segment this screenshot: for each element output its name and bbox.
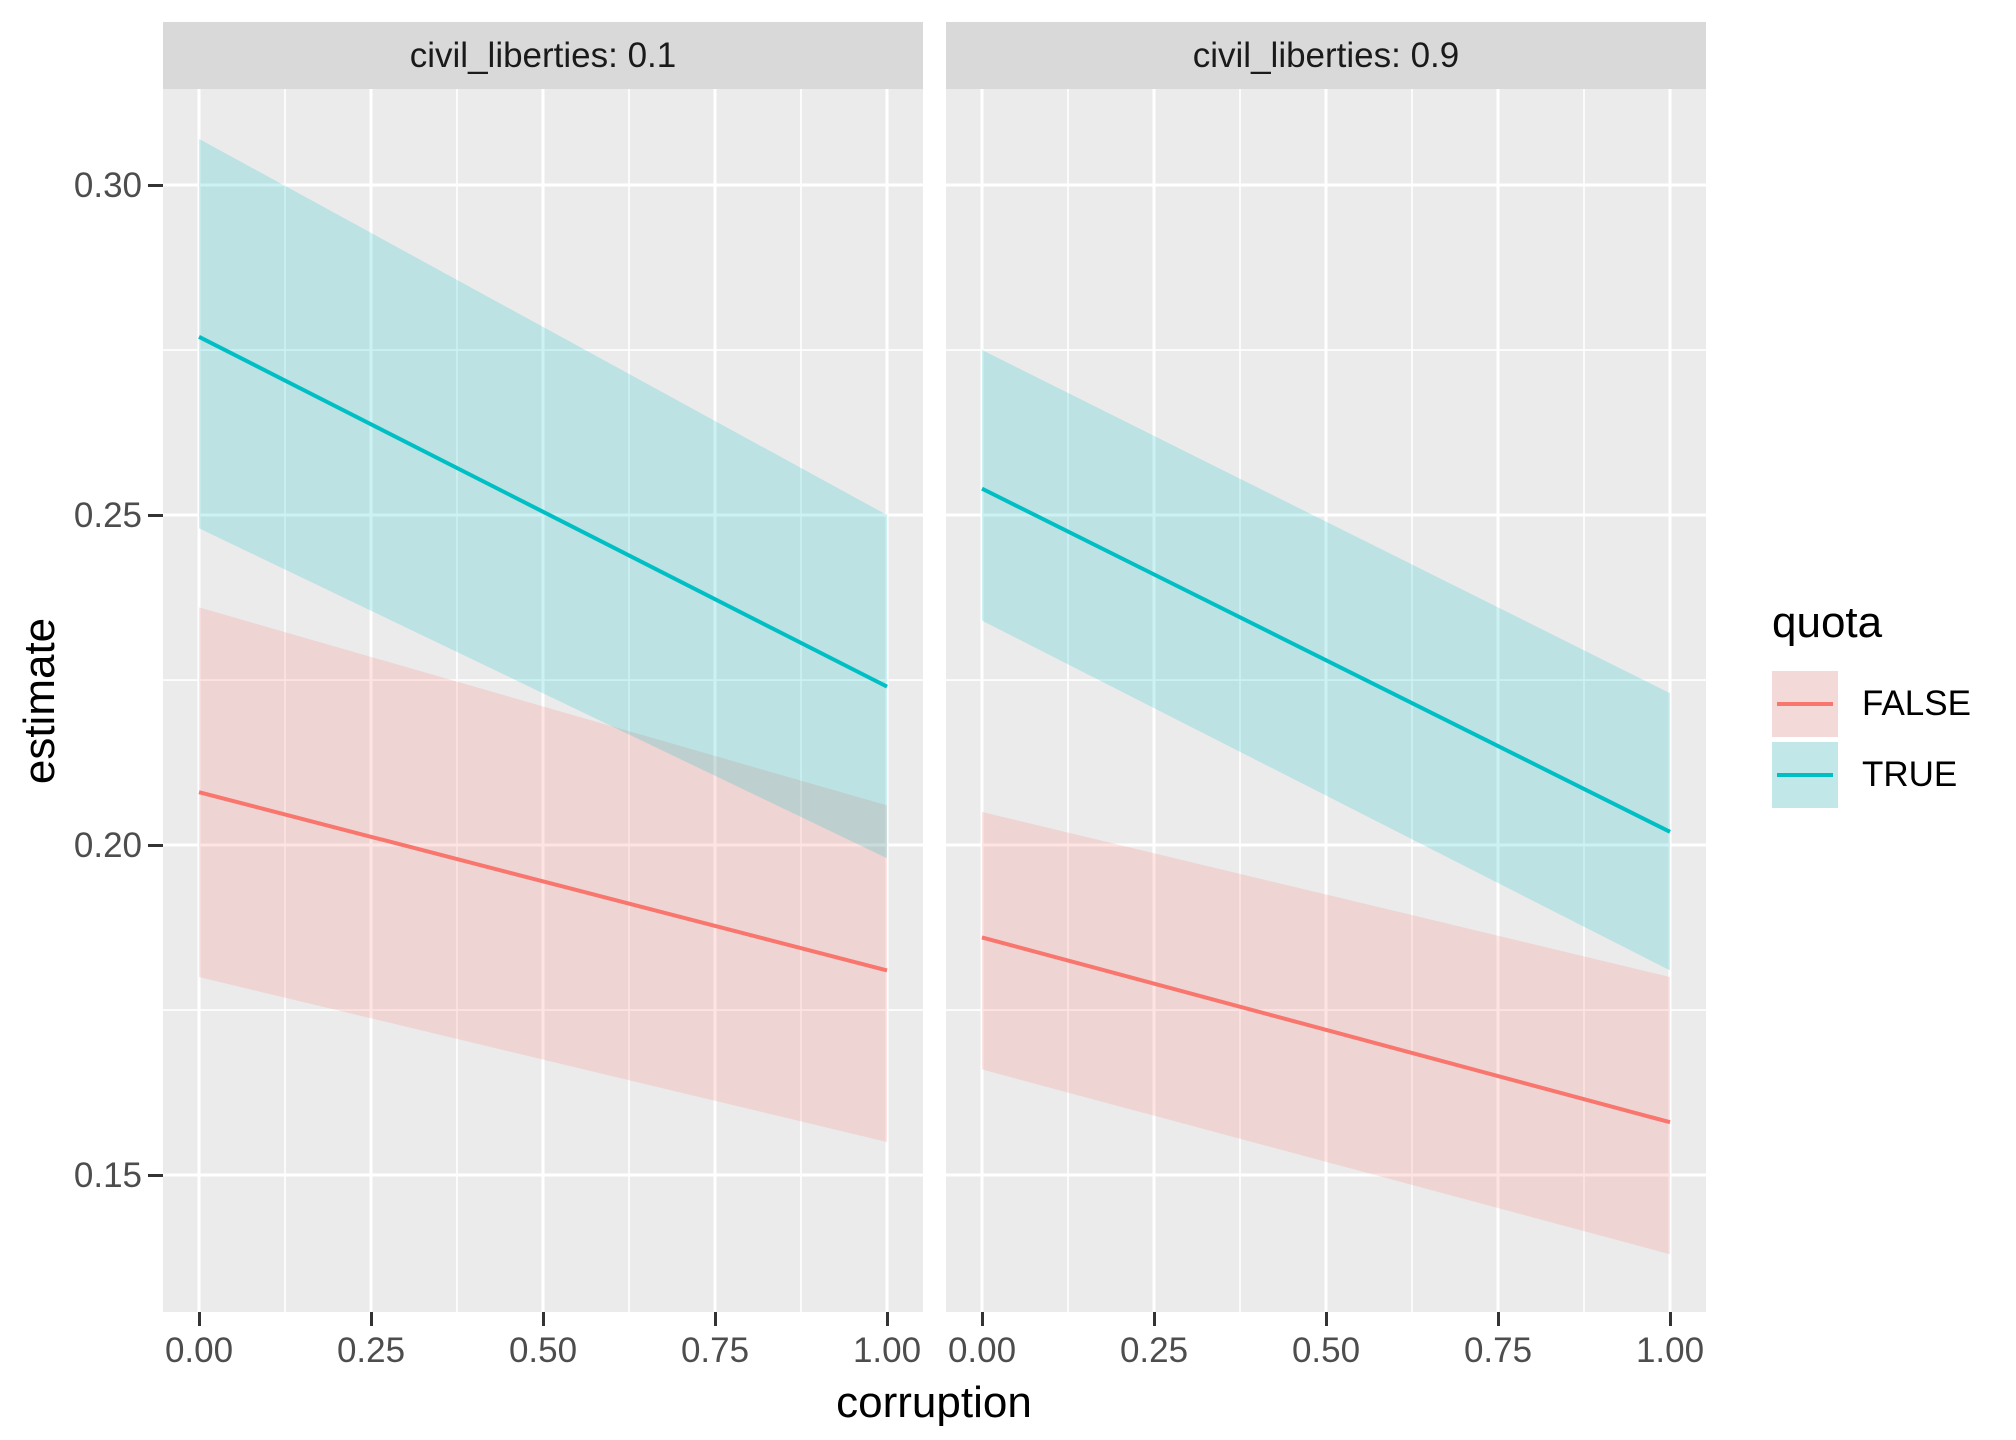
legend-label-true: TRUE	[1862, 755, 1958, 794]
y-tick-mark	[148, 843, 163, 847]
x-tick-mark	[980, 1312, 984, 1326]
facet-strip-right-label: civil_liberties: 0.9	[1192, 35, 1460, 75]
y-tick-label: 0.25	[73, 496, 142, 536]
line-true	[198, 335, 888, 689]
x-tick-mark	[369, 1312, 373, 1326]
legend-entry-true: TRUE	[1772, 742, 2002, 808]
y-tick-label: 0.20	[73, 826, 142, 866]
y-tick-label: 0.30	[73, 166, 142, 206]
x-axis-title: corruption	[836, 1378, 1032, 1427]
y-tick-mark	[148, 1173, 163, 1177]
x-tick-label: 0.75	[1463, 1331, 1533, 1370]
legend-key-true-line	[1777, 773, 1833, 777]
facet-strip-left-label: civil_liberties: 0.1	[409, 35, 677, 75]
line-false	[981, 935, 1671, 1125]
y-axis-title: estimate	[15, 617, 64, 785]
x-tick-label: 0.75	[680, 1331, 750, 1370]
x-tick-mark	[885, 1312, 889, 1326]
ribbon-true	[199, 138, 887, 859]
line-true	[981, 486, 1671, 834]
x-tick-label: 0.25	[1119, 1331, 1189, 1370]
panel-canvas	[946, 89, 1706, 1312]
x-tick-mark	[713, 1312, 717, 1326]
line-false	[198, 790, 888, 973]
legend-key-false-swatch	[1772, 671, 1838, 737]
legend: quota FALSE TRUE	[1772, 598, 2002, 813]
legend-entry-false: FALSE	[1772, 671, 2002, 737]
x-tick-label: 0.50	[1291, 1331, 1361, 1370]
facet-strip-left: civil_liberties: 0.1	[163, 22, 923, 89]
legend-key-false-line	[1777, 702, 1833, 706]
ribbon-false	[982, 812, 1670, 1255]
panel-canvas	[163, 89, 923, 1312]
x-tick-mark	[1152, 1312, 1156, 1326]
x-tick-label: 0.00	[164, 1331, 234, 1370]
x-tick-mark	[1496, 1312, 1500, 1326]
y-tick-mark	[148, 183, 163, 187]
x-tick-mark	[197, 1312, 201, 1326]
x-tick-label: 0.00	[947, 1331, 1017, 1370]
x-tick-mark	[1324, 1312, 1328, 1326]
legend-key-true-swatch	[1772, 742, 1838, 808]
ribbon-false	[199, 607, 887, 1143]
x-tick-label: 1.00	[1635, 1331, 1705, 1370]
x-tick-mark	[541, 1312, 545, 1326]
plot-panel-right	[946, 89, 1706, 1312]
facet-strip-right: civil_liberties: 0.9	[946, 22, 1706, 89]
y-tick-label: 0.15	[73, 1156, 142, 1196]
legend-title: quota	[1772, 598, 1883, 647]
legend-label-false: FALSE	[1862, 684, 1971, 723]
plot-panel-left	[163, 89, 923, 1312]
x-tick-label: 1.00	[852, 1331, 922, 1370]
x-tick-mark	[1668, 1312, 1672, 1326]
x-tick-label: 0.50	[508, 1331, 578, 1370]
x-tick-label: 0.25	[336, 1331, 406, 1370]
y-tick-mark	[148, 513, 163, 517]
